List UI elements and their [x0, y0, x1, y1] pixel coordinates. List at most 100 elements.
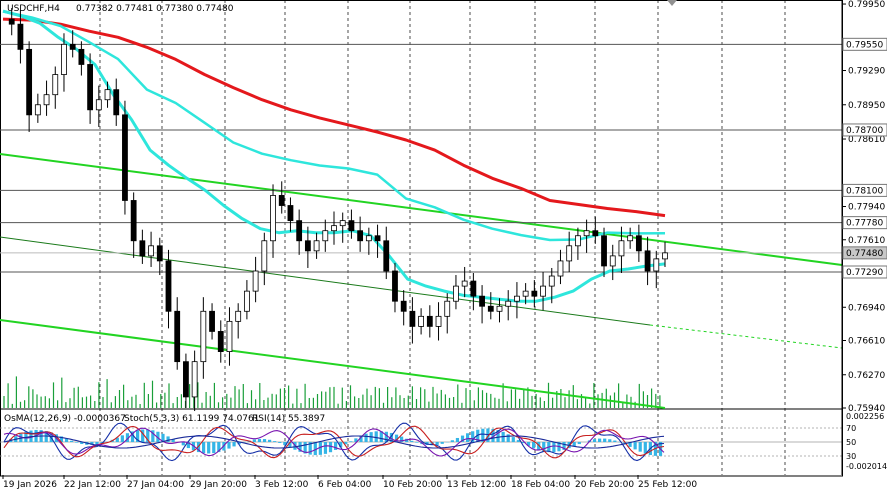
- osma-bar: [146, 429, 150, 442]
- osma-bar: [308, 442, 312, 455]
- osma-bar: [95, 442, 99, 445]
- osma-bar: [207, 442, 211, 454]
- candle-body: [148, 245, 154, 257]
- candle-body: [514, 295, 520, 302]
- price-tick-label: 0.78950: [848, 101, 885, 111]
- level-tag-label: 0.77780: [846, 219, 883, 229]
- candle-body: [435, 315, 442, 327]
- osma-bar: [125, 433, 130, 442]
- osma-bar: [130, 431, 135, 442]
- osma-bar: [227, 442, 231, 449]
- time-tick-label: 13 Feb 12:00: [447, 480, 506, 490]
- stoch-signal-line: [3, 425, 665, 459]
- osma-bar: [166, 436, 170, 442]
- osma-bar: [638, 442, 642, 452]
- candle-body: [531, 290, 538, 297]
- osma-bar: [532, 442, 536, 449]
- level-tag: [842, 123, 887, 137]
- candle-body: [662, 252, 668, 260]
- ma-slow-line: [2, 17, 666, 218]
- osma-bar: [80, 442, 84, 444]
- stoch-header: Stoch(5,3,3) 61.1199 74.0761: [124, 414, 259, 424]
- osma-bar: [136, 430, 140, 442]
- candle-body: [392, 270, 398, 302]
- osma-bar: [491, 428, 495, 442]
- osma-bar: [354, 438, 358, 442]
- candle-body: [139, 240, 146, 257]
- osma-bar: [430, 442, 434, 446]
- candle-body: [540, 285, 546, 297]
- osma-bar: [151, 430, 155, 442]
- osma-bar: [273, 441, 277, 442]
- osma-bar: [415, 442, 419, 443]
- candle-body: [217, 331, 224, 352]
- candle-body: [183, 361, 189, 398]
- price-axis: 0.79950 0.79290 0.78950 0.78610 0.77940 0.776…: [841, 0, 887, 475]
- level-tag-label: 0.78700: [846, 126, 883, 136]
- osma-bar: [328, 442, 333, 453]
- time-tick-label: 10 Feb 20:00: [383, 480, 442, 490]
- price-tick-label: 0.77610: [848, 236, 885, 246]
- osma-bar: [633, 442, 637, 450]
- stoch-main-line: [3, 422, 665, 462]
- indicator-pane: [0, 422, 842, 462]
- candle-body: [322, 230, 329, 242]
- osma-bar: [339, 442, 343, 448]
- time-tick-label: 25 Feb 12:00: [638, 480, 697, 490]
- osma-bar: [608, 439, 612, 442]
- candle-body: [496, 305, 503, 312]
- osma-bar: [435, 442, 439, 445]
- time-tick-label: 27 Jan 04:00: [127, 480, 184, 490]
- candle-body: [113, 89, 120, 116]
- osma-bar: [471, 431, 475, 442]
- osma-bar: [486, 428, 490, 442]
- channel-lower-line: [0, 319, 666, 409]
- osma-bar: [298, 442, 302, 452]
- level-tag: [842, 183, 887, 197]
- time-tick-label: 19 Jan 2026: [3, 480, 57, 490]
- level-tag-label: 0.78100: [846, 186, 883, 196]
- price-tick-label: 0.78610: [848, 135, 885, 145]
- volume-bars: [3, 376, 661, 408]
- shift-marker-icon[interactable]: [667, 0, 677, 6]
- candle-body: [200, 310, 207, 363]
- osma-bar: [64, 438, 69, 442]
- candle-body: [548, 275, 555, 287]
- price-tick-label: 0.75940: [848, 404, 885, 414]
- rsi-line: [3, 427, 665, 457]
- osma-bar: [120, 435, 124, 442]
- osma-bar: [460, 435, 465, 442]
- indicator-axis-label: 0.002256: [846, 412, 884, 421]
- candle-body: [165, 260, 172, 312]
- osma-bar: [466, 433, 470, 442]
- osma-bar: [262, 439, 267, 442]
- time-tick-label: 6 Feb 04:00: [318, 480, 372, 490]
- candle-body: [557, 260, 564, 277]
- candle-body: [357, 230, 364, 242]
- indicator-axis-label: 30: [846, 452, 856, 461]
- plot-frame: [0, 0, 843, 477]
- osma-bar: [161, 433, 165, 442]
- time-tick-label: 22 Jan 12:00: [64, 480, 121, 490]
- osma-bar: [577, 442, 581, 445]
- osma-bar: [496, 430, 500, 442]
- candle-body: [304, 240, 311, 252]
- time-tick-label: 20 Feb 20:00: [575, 480, 634, 490]
- osma-bar: [283, 442, 287, 446]
- candle-body: [653, 258, 660, 272]
- candle-body: [479, 295, 485, 307]
- osma-bar: [232, 442, 236, 447]
- osma-bar: [323, 442, 328, 454]
- candle-body: [618, 240, 625, 257]
- candle-body: [627, 235, 634, 242]
- candle-body: [592, 230, 599, 237]
- osma-bar: [217, 442, 221, 453]
- osma-bar: [643, 442, 647, 454]
- symbol-title: USDCHF,H4: [7, 4, 60, 14]
- osma-bar: [552, 442, 556, 453]
- candle-body: [574, 235, 581, 247]
- osma-bar: [334, 442, 338, 450]
- candle-body: [383, 240, 390, 272]
- candle-body: [61, 43, 67, 75]
